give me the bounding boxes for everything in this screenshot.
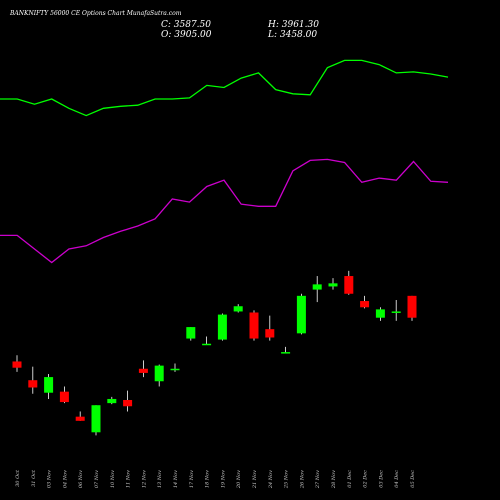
candle-body-down: [265, 329, 275, 338]
x-tick-label: 31 Oct: [31, 469, 37, 487]
x-tick-label: 20 Nov: [236, 470, 242, 489]
candle-body-down: [28, 380, 38, 388]
candle: [59, 386, 69, 404]
x-tick-label: 26 Nov: [299, 470, 305, 489]
x-tick-label: 04 Nov: [62, 470, 68, 488]
candle-body-down: [360, 301, 370, 308]
candle-body-up: [44, 377, 54, 393]
chart-title: BANKNIFTY 56000 CE Options Chart MunafaS…: [9, 10, 182, 17]
candle: [233, 304, 243, 313]
candle: [170, 363, 180, 372]
candles-layer: [12, 270, 417, 436]
candle-body-up: [281, 352, 291, 354]
candle: [91, 405, 101, 436]
candle: [328, 278, 338, 290]
high-value-label: H: 3961.30: [267, 20, 319, 30]
x-tick-label: 10 Nov: [110, 470, 116, 488]
x-tick-label: 07 Nov: [94, 470, 100, 488]
candle-body-up: [233, 306, 243, 312]
x-tick-label: 21 Nov: [252, 470, 258, 489]
x-tick-label: 18 Nov: [205, 470, 211, 488]
candle-body-down: [75, 416, 85, 421]
candle: [360, 295, 370, 309]
x-tick-label: 12 Nov: [141, 470, 147, 488]
x-tick-label: 30 Oct: [15, 469, 21, 487]
candle-body-up: [312, 284, 322, 290]
candle-body-up: [217, 314, 227, 340]
x-tick-label: 14 Nov: [173, 470, 179, 488]
candle: [375, 307, 385, 321]
candle: [12, 355, 22, 372]
candle-body-up: [91, 405, 101, 433]
x-tick-label: 06 Nov: [78, 470, 84, 488]
x-tick-label: 05 Dec: [410, 470, 416, 488]
x-axis-tick-labels: 30 Oct 31 Oct 03 Nov 04 Nov 06 Nov 07 Nov 10 N…: [15, 469, 416, 489]
low-value-label: L: 3458.00: [267, 30, 317, 40]
x-tick-label: 27 Nov: [315, 470, 321, 489]
open-value-label: O: 3905.00: [161, 30, 212, 40]
candle-body-up: [170, 368, 180, 371]
candle: [217, 313, 227, 341]
candle: [249, 310, 259, 341]
candle: [344, 270, 354, 295]
x-tick-label: 04 Dec: [394, 470, 400, 488]
candle: [154, 364, 164, 387]
x-tick-label: 13 Nov: [157, 470, 163, 488]
candle: [75, 411, 85, 421]
x-tick-label: 01 Dec: [347, 470, 353, 488]
x-tick-label: 03 Nov: [47, 470, 53, 488]
candle-body-down: [344, 276, 354, 294]
x-tick-label: 11 Nov: [126, 470, 132, 488]
x-tick-label: 03 Dec: [378, 470, 384, 488]
candle-body-up: [296, 295, 306, 334]
lower-band-line: [0, 158, 449, 264]
x-tick-label: 25 Nov: [284, 470, 290, 489]
x-tick-label: 28 Nov: [331, 470, 337, 489]
candle: [407, 295, 417, 321]
candle-body-up: [154, 365, 164, 382]
candle: [107, 396, 117, 405]
candle: [265, 315, 275, 341]
candle: [312, 276, 322, 303]
candle-body-down: [12, 361, 22, 368]
candle-body-up: [375, 309, 385, 318]
candle: [138, 360, 148, 378]
candle: [202, 336, 212, 346]
candle-body-up: [202, 343, 212, 346]
upper-band-line: [0, 59, 449, 117]
candle-body-up: [107, 398, 117, 404]
candle: [186, 327, 196, 341]
candle-body-down: [59, 391, 69, 403]
candle: [391, 300, 401, 321]
candle-body-down: [138, 368, 148, 373]
candle-body-up: [328, 283, 338, 287]
candle: [44, 373, 54, 399]
x-tick-label: 17 Nov: [189, 470, 195, 488]
candle-body-up: [391, 311, 401, 313]
candle-body-down: [123, 400, 133, 407]
candle: [296, 293, 306, 335]
x-tick-label: 02 Dec: [363, 470, 369, 488]
indicator-bands: [0, 59, 449, 264]
candle-body-down: [407, 295, 417, 318]
x-tick-label: 24 Nov: [268, 470, 274, 489]
candle-body-up: [186, 327, 196, 339]
close-value-label: C: 3587.50: [161, 20, 211, 30]
x-tick-label: 19 Nov: [220, 470, 226, 488]
candle: [123, 390, 133, 412]
candle-body-down: [249, 312, 259, 339]
candle: [281, 346, 291, 354]
candle: [28, 366, 38, 394]
